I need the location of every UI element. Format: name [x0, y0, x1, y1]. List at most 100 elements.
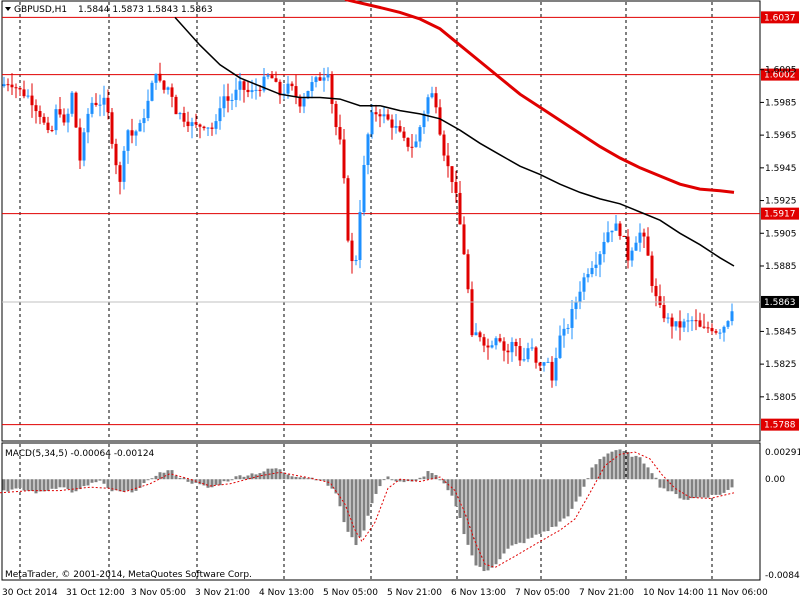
bull-candle [66, 113, 70, 123]
bear-candle [658, 296, 662, 306]
macd-bar [246, 475, 250, 480]
macd-bar [598, 459, 602, 480]
x-tick-label: 5 Nov 05:00 [323, 588, 378, 598]
bear-candle [650, 255, 654, 286]
level-tag [761, 11, 799, 24]
macd-bar [582, 479, 586, 487]
macd-bar [382, 479, 386, 481]
bull-candle [422, 113, 426, 128]
bear-candle [62, 114, 66, 123]
macd-bar [430, 473, 434, 480]
bear-candle [398, 126, 402, 132]
bull-candle [306, 90, 310, 99]
bear-candle [654, 285, 658, 297]
x-tick-label: 6 Nov 13:00 [451, 588, 506, 598]
bull-candle [2, 84, 6, 87]
bear-candle [550, 361, 554, 381]
level-label: 1.6002 [764, 71, 796, 81]
bull-candle [206, 127, 210, 129]
bull-candle [574, 301, 578, 310]
macd-bar [234, 476, 238, 480]
bull-candle [234, 89, 238, 100]
bull-candle [594, 264, 598, 268]
macd-bar [482, 479, 486, 572]
macd-bar [646, 467, 650, 480]
macd-bar [178, 477, 182, 480]
bear-candle [34, 105, 38, 112]
bear-candle [498, 338, 502, 342]
bear-candle [374, 112, 378, 115]
bear-candle [410, 146, 414, 148]
bull-candle [254, 89, 258, 91]
bull-candle [522, 359, 526, 361]
bull-candle [510, 341, 514, 353]
bull-candle [98, 104, 102, 106]
macd-bar [182, 477, 186, 480]
bull-candle [634, 242, 638, 251]
bear-candle [290, 83, 294, 87]
bull-candle [418, 127, 422, 142]
price-plot-area[interactable] [1, 0, 761, 442]
macd-bar [162, 472, 166, 480]
bear-candle [454, 182, 458, 193]
macd-bar [534, 479, 538, 535]
macd-bar [130, 479, 134, 493]
macd-bar [318, 479, 322, 481]
bear-candle [386, 114, 390, 120]
macd-bar [702, 479, 706, 498]
x-tick-label: 5 Nov 21:00 [387, 588, 442, 598]
symbol-dropdown-icon[interactable] [5, 7, 11, 11]
bull-candle [690, 320, 694, 322]
macd-bar [494, 479, 498, 565]
bull-candle [606, 232, 610, 242]
bull-candle [366, 134, 370, 165]
macd-bar [286, 474, 290, 480]
macd-bar [58, 479, 62, 488]
bull-candle [54, 109, 58, 131]
macd-bar [538, 479, 542, 534]
bear-candle [298, 96, 302, 107]
x-tick-label: 10 Nov 14:00 [643, 588, 704, 598]
bull-candle [598, 254, 602, 265]
bear-candle [514, 341, 518, 347]
bull-candle [630, 250, 634, 261]
bear-candle [438, 107, 442, 135]
bull-candle [70, 92, 74, 114]
y-tick-label: 1.5945 [765, 164, 797, 174]
bear-candle [58, 109, 62, 115]
bear-candle [6, 84, 10, 86]
bear-candle [210, 127, 214, 129]
macd-bar [330, 479, 334, 489]
macd-bar [686, 479, 690, 500]
macd-bar [726, 479, 730, 490]
bull-candle [102, 97, 106, 105]
macd-bar [490, 479, 494, 568]
macd-bar [10, 479, 14, 490]
bear-candle [110, 112, 114, 144]
macd-bar [266, 468, 270, 480]
bull-candle [354, 260, 358, 262]
bear-candle [698, 320, 702, 327]
macd-bar [70, 479, 74, 493]
horizontal-levels[interactable]: 1.6037 1.6002 1.5917 1.5788 [2, 11, 799, 431]
macd-plot-area[interactable] [1, 442, 761, 581]
symbol-label[interactable]: GBPUSD,H1 [14, 5, 67, 15]
bear-candle [642, 232, 646, 237]
macd-bar [574, 479, 578, 502]
time-axis-labels: 30 Oct 2014 31 Oct 12:00 3 Nov 05:00 3 Nov … [2, 588, 768, 598]
macd-bar [174, 475, 178, 480]
y-tick-label: 1.5805 [765, 393, 797, 403]
macd-bar [114, 479, 118, 491]
bull-candle [526, 348, 530, 360]
macd-bar [14, 479, 18, 489]
macd-bar [258, 473, 262, 480]
bear-candle [274, 78, 278, 82]
macd-bar [94, 479, 98, 483]
bull-candle [614, 223, 618, 231]
bear-candle [518, 346, 522, 361]
y-tick-label: 1.5985 [765, 98, 797, 108]
macd-bar [22, 479, 26, 491]
bear-candle [670, 317, 674, 327]
macd-bar [594, 464, 598, 480]
